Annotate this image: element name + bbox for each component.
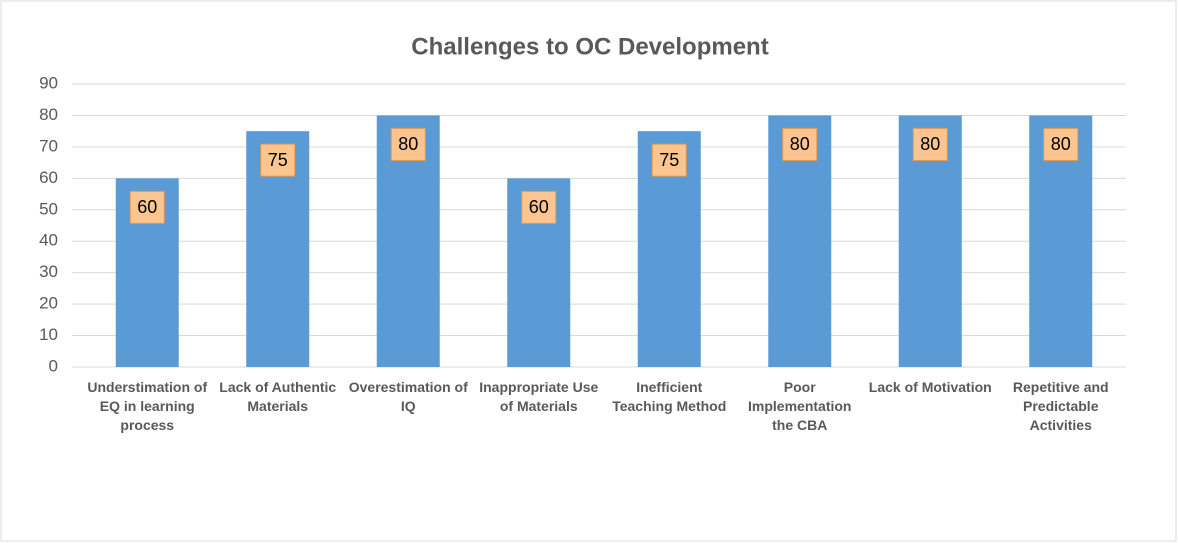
y-tick-label: 80 xyxy=(39,105,58,124)
y-tick-label: 20 xyxy=(39,294,58,313)
y-tick-label: 70 xyxy=(39,136,58,155)
data-label: 75 xyxy=(659,150,679,170)
data-label: 80 xyxy=(790,134,810,154)
y-tick-label: 60 xyxy=(39,168,58,187)
data-label-box xyxy=(912,127,948,161)
data-label-box xyxy=(521,190,557,224)
data-label: 80 xyxy=(920,134,940,154)
data-label-box xyxy=(782,127,818,161)
x-tick-label: Overestimation of IQ xyxy=(348,379,468,414)
data-label: 75 xyxy=(268,150,288,170)
data-label-box xyxy=(260,143,296,177)
y-tick-label: 50 xyxy=(39,199,58,218)
data-label: 60 xyxy=(529,197,549,217)
data-label-box xyxy=(129,190,165,224)
y-tick-label: 90 xyxy=(39,73,58,92)
x-tick-label: Poor Implementation the CBA xyxy=(748,379,852,433)
x-tick-label: Repetitive and Predictable Activities xyxy=(1012,379,1109,433)
x-tick-label: Inefficient Teaching Method xyxy=(612,379,727,414)
y-tick-label: 30 xyxy=(39,262,58,281)
data-label: 80 xyxy=(398,134,418,154)
y-tick-label: 10 xyxy=(39,325,58,344)
x-tick-label: Lack of Authentic Materials xyxy=(219,379,337,414)
x-tick-label: Understimation of EQ in learning process xyxy=(87,379,208,433)
data-label-box xyxy=(390,127,426,161)
y-tick-label: 40 xyxy=(39,231,58,250)
chart-title: Challenges to OC Development xyxy=(411,33,768,60)
x-tick-label: Lack of Motivation xyxy=(868,379,992,395)
y-tick-label: 0 xyxy=(49,356,58,375)
data-label: 60 xyxy=(137,197,157,217)
data-label: 80 xyxy=(1051,134,1071,154)
data-label-box xyxy=(651,143,687,177)
x-tick-label: Inappropriate Use of Materials xyxy=(479,379,599,414)
data-label-box xyxy=(1043,127,1079,161)
